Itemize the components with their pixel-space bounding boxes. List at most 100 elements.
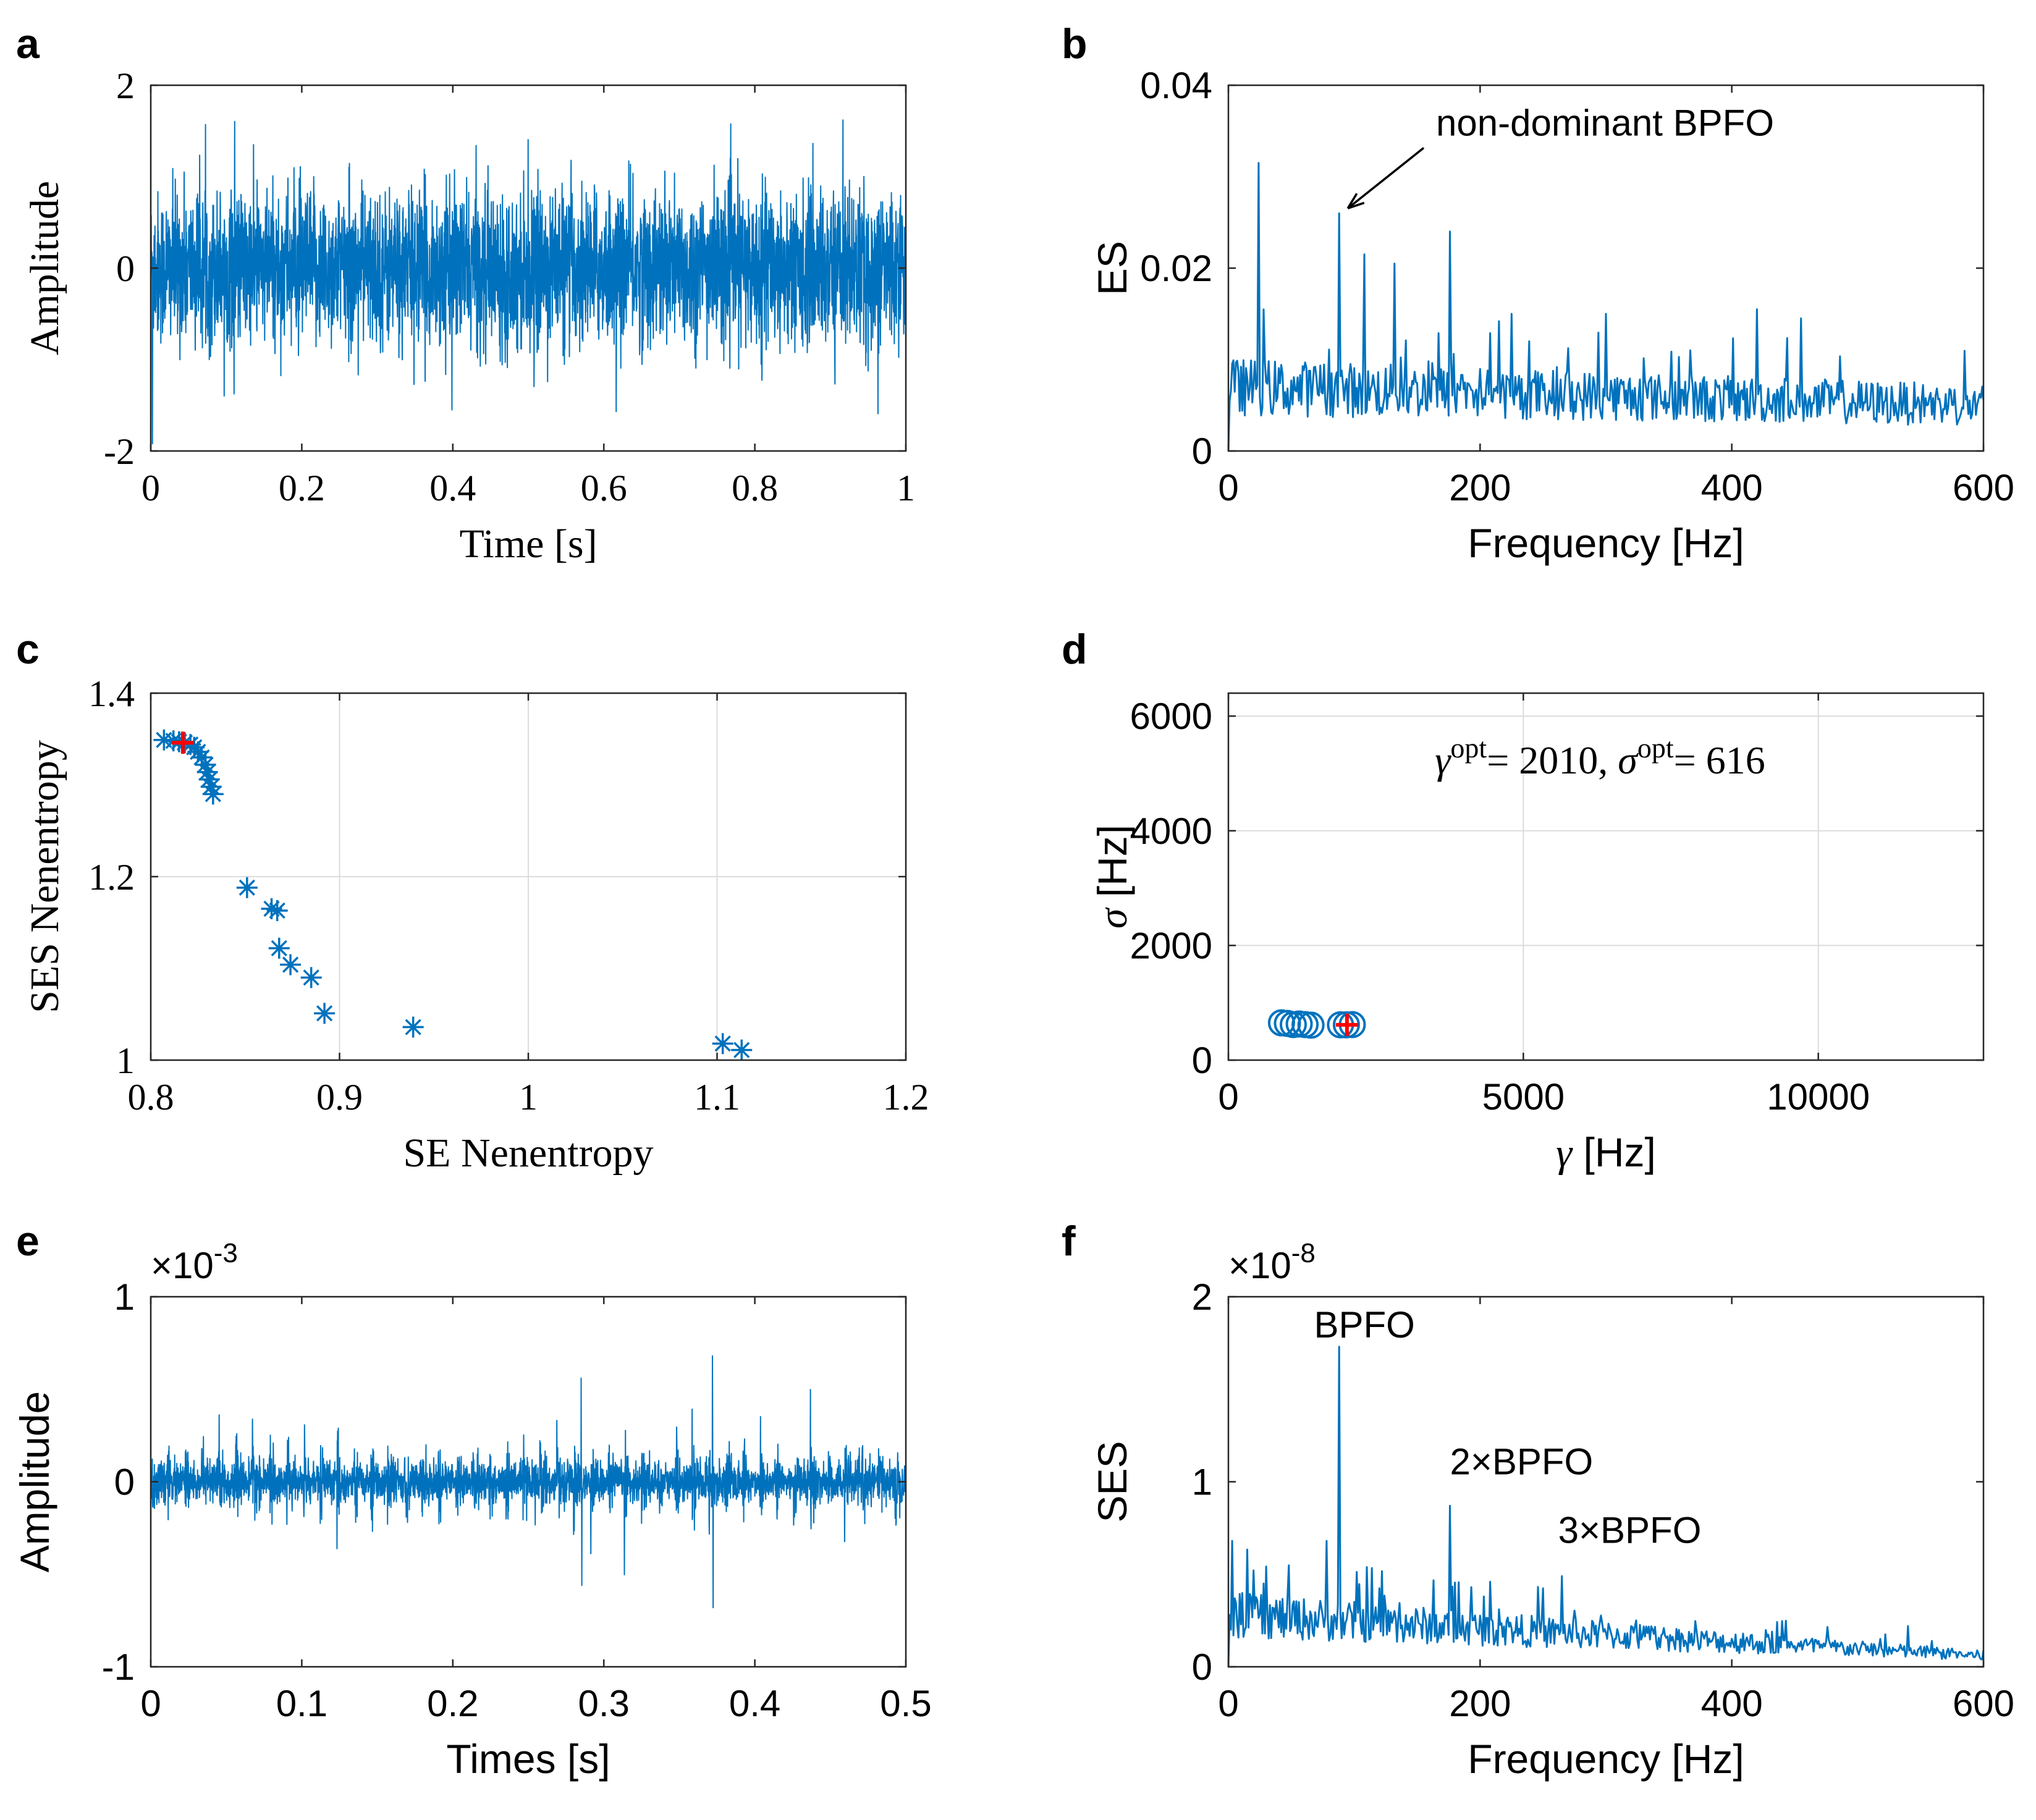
x-tick-label: 1.2 bbox=[883, 1077, 929, 1118]
annotation-arrowhead bbox=[1346, 193, 1365, 209]
y-tick-label: 1 bbox=[116, 1040, 135, 1081]
data-d bbox=[1267, 1009, 1366, 1039]
y-tick-label: -1 bbox=[102, 1646, 135, 1688]
y-tick-label: -2 bbox=[104, 431, 135, 472]
panel-b: b 0 200 400 600 0 0.02 0.04 Frequency [Hz] ES non-… bbox=[1062, 20, 2014, 566]
axes-box-d bbox=[1227, 692, 1985, 1061]
series-line-a bbox=[151, 119, 906, 445]
data-f bbox=[1228, 1346, 1983, 1667]
scatter-point bbox=[300, 967, 322, 988]
scatter-point bbox=[202, 783, 224, 805]
y-tick-label: 2000 bbox=[1130, 925, 1212, 966]
data-e bbox=[151, 1355, 906, 1609]
x-tick-label: 400 bbox=[1701, 1683, 1763, 1724]
x-tick-label: 0.4 bbox=[429, 468, 476, 508]
y-tick-label: 1 bbox=[1192, 1462, 1212, 1503]
x-tick-label: 0.6 bbox=[581, 468, 627, 508]
x-tick-label: 1 bbox=[519, 1077, 538, 1118]
x-tick-label: 10000 bbox=[1767, 1076, 1870, 1118]
y-axis-label: ES bbox=[1089, 241, 1135, 295]
scatter-point bbox=[268, 937, 290, 959]
grid-d bbox=[1228, 693, 1983, 1060]
x-tick-label: 5000 bbox=[1482, 1076, 1565, 1118]
x-tick-label: 0 bbox=[1218, 1076, 1238, 1118]
x-axis-label: Frequency [Hz] bbox=[1468, 1736, 1744, 1782]
x-tick-label: 0.5 bbox=[880, 1683, 931, 1724]
scatter-point bbox=[1297, 1011, 1325, 1039]
panel-label-a: a bbox=[16, 20, 40, 67]
x-tick-label: 600 bbox=[1953, 1683, 2014, 1724]
scatter-point bbox=[187, 741, 209, 763]
annotation-text: 2×BPFO bbox=[1450, 1441, 1593, 1483]
panel-label-e: e bbox=[16, 1218, 40, 1265]
optimal-point-marker bbox=[1335, 1013, 1358, 1036]
y-tick-label: 1 bbox=[114, 1276, 135, 1318]
series-line-f bbox=[1228, 1346, 1983, 1667]
y-tick-label: 0 bbox=[114, 1462, 135, 1503]
x-axis-label: Frequency [Hz] bbox=[1468, 520, 1744, 566]
optimal-parameters-annotation: γopt= 2010, σopt= 616 bbox=[1435, 732, 1765, 782]
annotation-arrow bbox=[1347, 147, 1425, 209]
panel-label-c: c bbox=[16, 626, 40, 673]
annotation-text: 3×BPFO bbox=[1558, 1509, 1702, 1551]
annotation-text: non-dominant BPFO bbox=[1436, 102, 1774, 143]
data-b bbox=[1228, 162, 1983, 451]
y-axis-label: Amplitude bbox=[12, 1391, 57, 1573]
y-tick-label: 1.2 bbox=[88, 857, 135, 898]
y-axis-label: σ [Hz] bbox=[1089, 825, 1136, 929]
x-tick-label: 200 bbox=[1449, 1683, 1511, 1724]
y-tick-label: 6000 bbox=[1130, 696, 1212, 737]
x-tick-label: 0.9 bbox=[316, 1077, 363, 1118]
x-tick-label: 1.1 bbox=[694, 1077, 740, 1118]
x-tick-label: 0 bbox=[1218, 467, 1238, 508]
x-axis-label: Times [s] bbox=[446, 1736, 610, 1782]
x-tick-label: 0.8 bbox=[732, 468, 778, 508]
y-tick-label: 1.4 bbox=[88, 673, 135, 714]
panel-label-f: f bbox=[1062, 1218, 1076, 1265]
y-tick-label: 0 bbox=[1192, 1040, 1212, 1081]
scatter-point bbox=[280, 954, 302, 975]
x-tick-label: 600 bbox=[1953, 467, 2014, 508]
panel-label-d: d bbox=[1062, 626, 1088, 673]
panel-d: d 0 5000 10000 0 2000 4000 6000 γ [Hz] σ [Hz] γopt… bbox=[1062, 626, 1985, 1176]
x-tick-label: 0 bbox=[142, 468, 160, 508]
y-multiplier: ×10-3 bbox=[151, 1238, 238, 1286]
panel-c: c 0.8 0.9 1 1.1 1.2 1 1.2 1.4 SE Nenentropy SES Ne… bbox=[16, 626, 929, 1176]
x-tick-label: 0.1 bbox=[276, 1683, 327, 1724]
grid-c bbox=[151, 693, 906, 1060]
y-multiplier: ×10-8 bbox=[1228, 1238, 1316, 1286]
axes-box-f bbox=[1227, 1295, 1985, 1668]
x-tick-label: 0.2 bbox=[427, 1683, 478, 1724]
x-tick-label: 0 bbox=[1218, 1683, 1238, 1724]
panel-label-b: b bbox=[1062, 20, 1088, 67]
scatter-point bbox=[266, 899, 288, 921]
scatter-point bbox=[712, 1033, 733, 1055]
y-tick-label: 0 bbox=[1192, 431, 1212, 472]
scatter-point bbox=[402, 1016, 424, 1038]
optimal-point-marker bbox=[171, 731, 194, 754]
x-tick-label: 0.2 bbox=[279, 468, 325, 508]
y-tick-label: 0.04 bbox=[1140, 65, 1212, 106]
x-tick-label: 0.8 bbox=[128, 1077, 174, 1118]
scatter-point bbox=[236, 877, 258, 898]
y-tick-label: 0.02 bbox=[1140, 248, 1212, 289]
series-line-e bbox=[151, 1355, 906, 1609]
y-axis-label: Amplitude bbox=[22, 181, 67, 355]
x-tick-label: 200 bbox=[1449, 467, 1511, 508]
x-axis-label: Time [s] bbox=[459, 521, 597, 567]
x-tick-label: 0.3 bbox=[578, 1683, 629, 1724]
scatter-point bbox=[731, 1039, 753, 1060]
x-tick-label: 400 bbox=[1701, 467, 1763, 508]
y-axis-label: SES Nenentropy bbox=[22, 740, 67, 1013]
y-tick-label: 4000 bbox=[1130, 811, 1212, 852]
scatter-point bbox=[314, 1003, 336, 1024]
y-tick-label: 2 bbox=[1192, 1276, 1212, 1318]
y-tick-label: 2 bbox=[116, 65, 135, 106]
x-tick-label: 0.4 bbox=[729, 1683, 780, 1724]
series-line-b bbox=[1228, 162, 1983, 451]
data-c bbox=[153, 729, 753, 1060]
x-tick-label: 0 bbox=[140, 1683, 161, 1724]
